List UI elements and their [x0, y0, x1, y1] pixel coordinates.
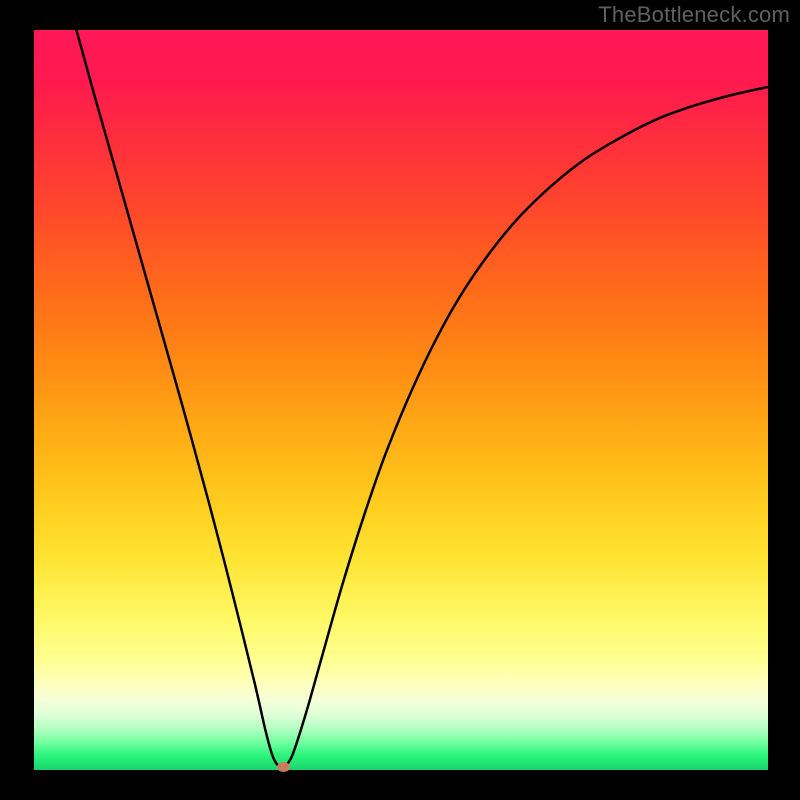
plot-background	[34, 30, 768, 770]
bottleneck-chart	[0, 0, 800, 800]
minimum-marker	[277, 762, 290, 772]
chart-container: TheBottleneck.com	[0, 0, 800, 800]
